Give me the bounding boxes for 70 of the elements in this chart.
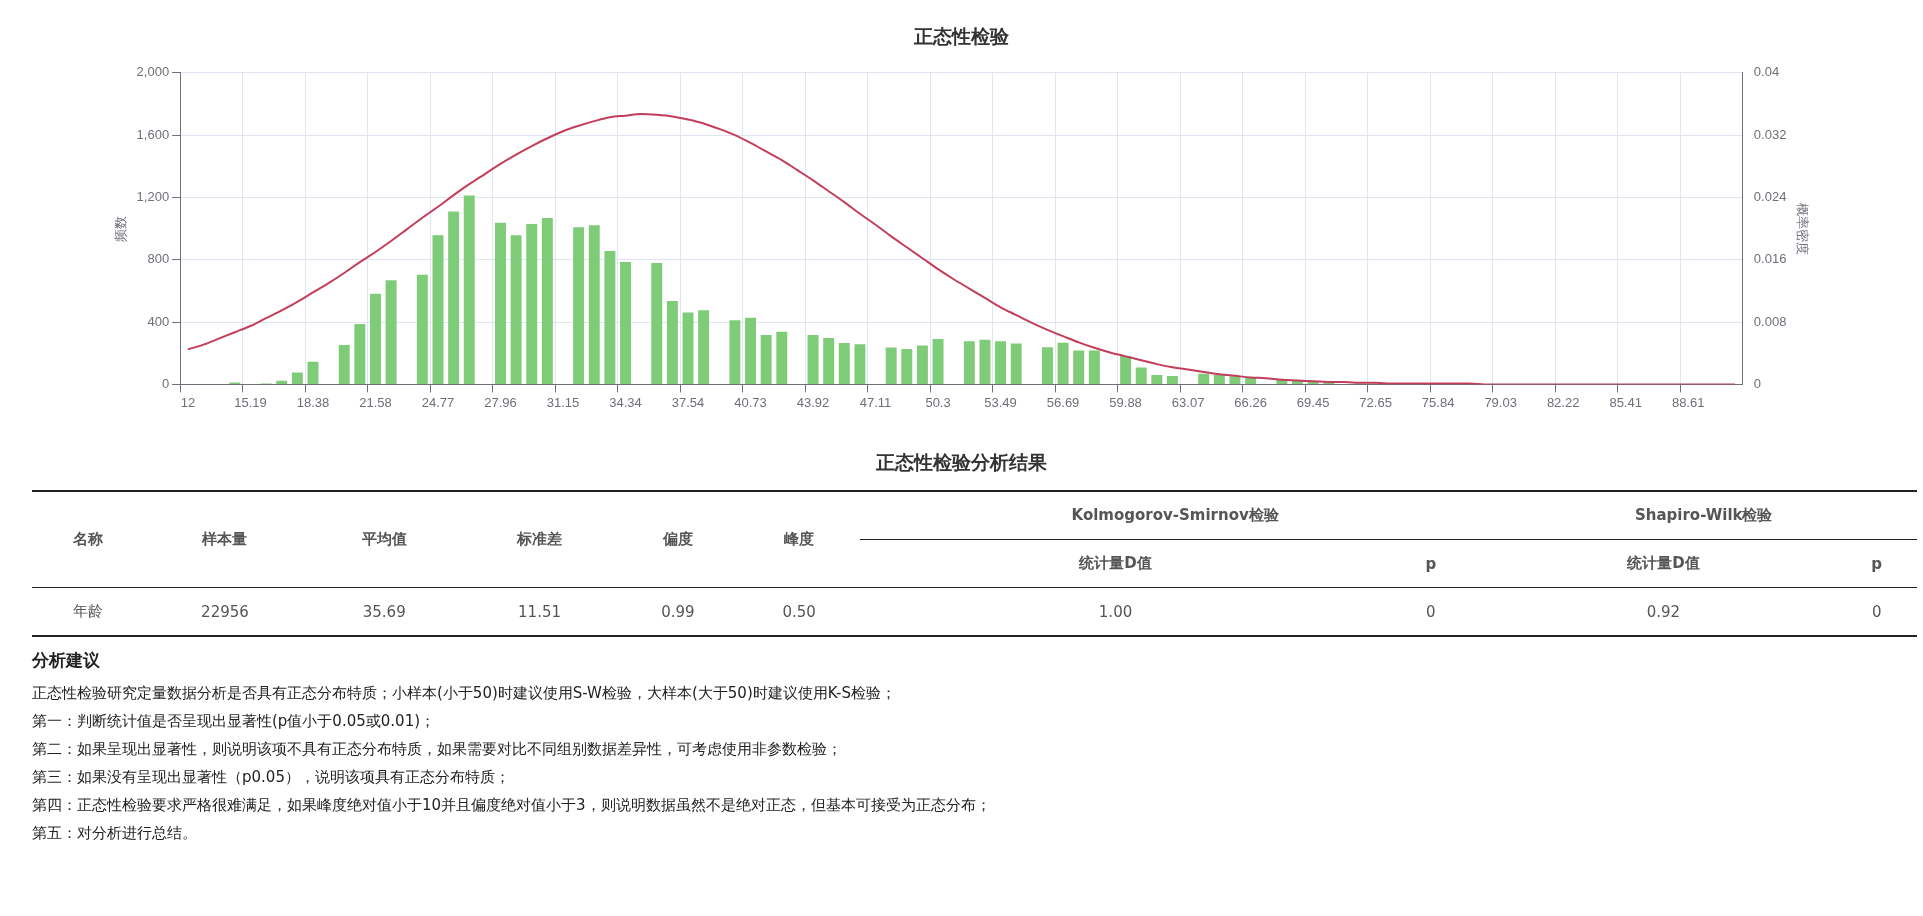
text: 正态性检验研究定量数据分析是否具有正态分布特质；小样本(小于50)时建议使用S-W检验，大样本(大于50)时建议使用K-S检验； — [32, 684, 897, 703]
text: 正态性检验分析结果 — [875, 450, 1048, 475]
x-tick-label: 15.19 — [234, 394, 267, 410]
text: Shapiro-Wilk检验 — [1633, 505, 1774, 526]
y2-axis-title: 概率密度 — [1794, 202, 1810, 255]
text: 年龄 — [32, 587, 144, 636]
text: 样本量 — [200, 529, 249, 550]
y-axis-title: 频数 — [113, 215, 129, 242]
text: 统计量D值 — [859, 539, 1372, 588]
y2-tick-label: 0 — [1753, 375, 1762, 391]
x-tick-label: 24.77 — [421, 394, 455, 410]
text: 22956 — [143, 587, 307, 636]
x-tick-label: 31.15 — [546, 394, 580, 410]
x-tick-label: 43.92 — [796, 394, 830, 410]
text: Kolmogorov-Smirnov检验 — [1070, 505, 1280, 526]
x-tick-label: 75.84 — [1421, 394, 1455, 410]
y-tick-label: 0 — [161, 375, 170, 391]
text: 11.51 — [461, 587, 618, 636]
y-tick-label: 1,200 — [136, 189, 170, 205]
x-tick-label: 69.45 — [1296, 394, 1330, 410]
y2-tick-label: 0.016 — [1753, 251, 1787, 267]
x-tick-label: 50.3 — [925, 394, 951, 410]
text: 第一：判断统计值是否呈现出显著性(p值小于0.05或0.01)； — [32, 712, 437, 731]
x-tick-label: 12 — [180, 394, 196, 410]
x-tick-label: 27.96 — [484, 394, 517, 410]
text: 名称 — [71, 529, 104, 550]
text: 峰度 — [783, 529, 816, 550]
text: 0 — [1836, 587, 1917, 636]
text: 0.50 — [738, 587, 860, 636]
y-tick-label: 400 — [147, 313, 170, 329]
text: 0.99 — [617, 587, 739, 636]
x-tick-label: 85.41 — [1609, 394, 1642, 410]
chart-title: 正态性检验 — [913, 25, 1010, 47]
y-tick-label: 2,000 — [136, 64, 170, 80]
x-tick-label: 56.69 — [1046, 394, 1080, 410]
text: 统计量D值 — [1490, 539, 1837, 588]
text: p — [1836, 539, 1917, 588]
x-tick-label: 21.58 — [359, 394, 392, 410]
x-tick-label: 37.54 — [671, 394, 705, 410]
y2-tick-label: 0.032 — [1753, 126, 1787, 142]
x-tick-label: 34.34 — [609, 394, 642, 410]
text: 第二：如果呈现出显著性，则说明该项不具有正态分布特质，如果需要对比不同组别数据差异性，可考虑使用非参数检验； — [32, 740, 843, 759]
text: 平均值 — [360, 529, 408, 550]
x-tick-label: 72.65 — [1359, 394, 1392, 410]
text: 分析建议 — [32, 649, 101, 672]
text: 第三：如果没有呈现出显著性（p0.05），说明该项具有正态分布特质； — [32, 768, 511, 787]
y-tick-label: 800 — [147, 251, 170, 267]
y2-tick-label: 0.04 — [1753, 64, 1780, 80]
y-tick-label: 1,600 — [136, 126, 170, 142]
text: 35.69 — [306, 587, 462, 636]
x-tick-label: 66.26 — [1234, 394, 1267, 410]
x-tick-label: 18.38 — [296, 394, 330, 410]
text: p — [1371, 539, 1491, 588]
text: 0.92 — [1490, 587, 1837, 636]
x-tick-label: 82.22 — [1546, 394, 1580, 410]
x-tick-label: 40.73 — [734, 394, 767, 410]
x-tick-label: 63.07 — [1171, 394, 1205, 410]
text: 1.00 — [859, 587, 1372, 636]
text: 0 — [1371, 587, 1491, 636]
x-tick-label: 53.49 — [984, 394, 1017, 410]
text: 偏度 — [661, 529, 694, 550]
text: 标准差 — [515, 529, 564, 550]
y2-tick-label: 0.008 — [1753, 313, 1787, 329]
x-tick-label: 79.03 — [1484, 394, 1517, 410]
text: 第五：对分析进行总结。 — [32, 824, 198, 843]
x-tick-label: 88.61 — [1671, 394, 1705, 410]
x-tick-label: 59.88 — [1109, 394, 1142, 410]
text: 第四：正态性检验要求严格很难满足，如果峰度绝对值小于10并且偏度绝对值小于3，则说明数据虽然不是绝对正态，但基本可接受为正态分布； — [32, 796, 992, 815]
x-tick-label: 47.11 — [859, 394, 892, 410]
y2-tick-label: 0.024 — [1753, 189, 1787, 205]
